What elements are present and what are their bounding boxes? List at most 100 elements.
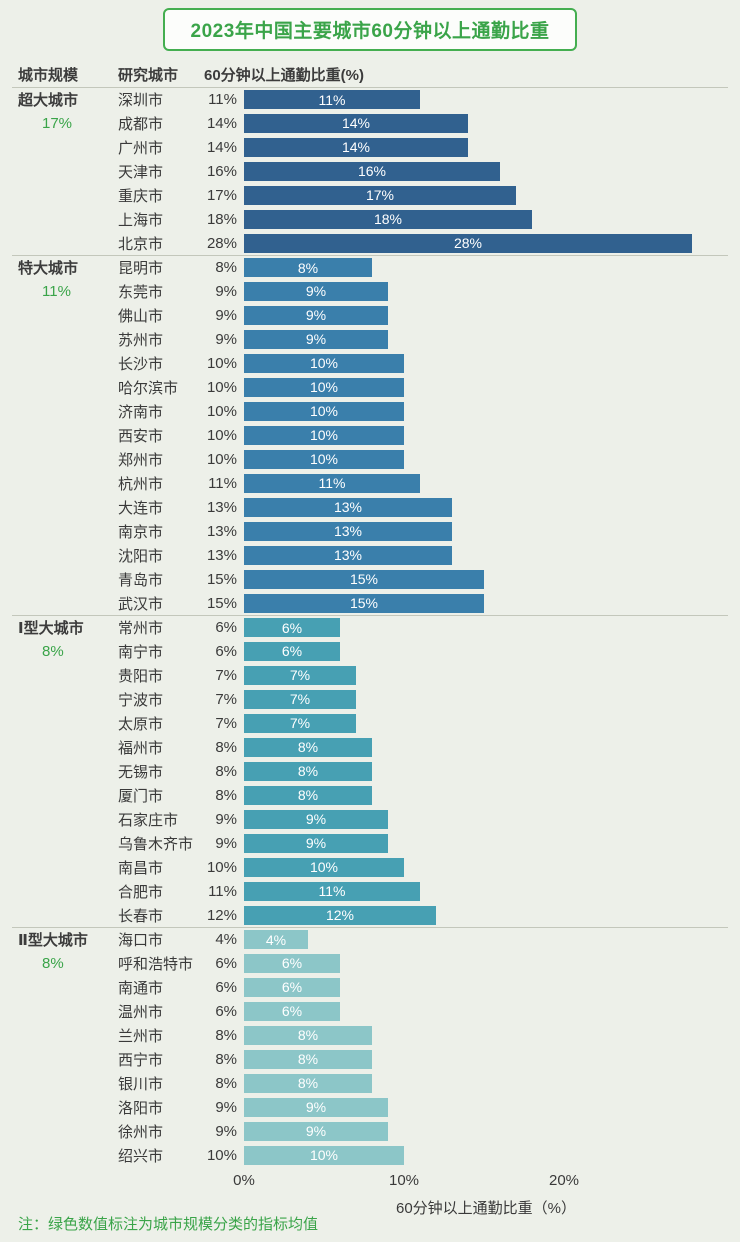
city-value: 4%	[215, 931, 237, 948]
chart-row: 太原市 7% 7%	[12, 711, 728, 735]
bar: 13%	[244, 497, 452, 517]
bar: 10%	[244, 353, 404, 373]
chart-row: 8% 南宁市 6% 6%	[12, 639, 728, 663]
x-axis-tick: 0%	[233, 1172, 255, 1189]
x-axis-tick: 10%	[388, 1172, 420, 1189]
bar: 6%	[244, 977, 340, 997]
bar-track: 11%	[244, 90, 728, 109]
bar: 8%	[244, 1049, 372, 1069]
city-value: 8%	[215, 259, 237, 276]
chart-row: 苏州市 9% 9%	[12, 327, 728, 351]
chart-row: 西宁市 8% 8%	[12, 1047, 728, 1071]
city-value: 15%	[206, 594, 237, 612]
city-name: 宁波市	[118, 691, 164, 709]
bar-track: 10%	[244, 401, 728, 421]
bar: 9%	[244, 833, 388, 853]
bar-value-label: 17%	[365, 187, 395, 203]
bar-value-label: 15%	[349, 595, 379, 611]
city-name: 天津市	[118, 163, 164, 181]
chart-row: 绍兴市 10% 10%	[12, 1143, 728, 1167]
bar: 8%	[244, 258, 372, 277]
bar: 9%	[244, 1121, 388, 1141]
city-value: 6%	[215, 642, 237, 660]
bar: 8%	[244, 737, 372, 757]
bar-track: 6%	[244, 1001, 728, 1021]
city-name: 成都市	[118, 115, 164, 133]
city-value: 10%	[206, 1146, 237, 1164]
group-scale-label: 特大城市	[18, 260, 79, 277]
bar: 10%	[244, 449, 404, 469]
bar: 8%	[244, 1025, 372, 1045]
bar-value-label: 9%	[305, 835, 327, 851]
bar-value-label: 4%	[265, 931, 287, 948]
city-value: 10%	[206, 426, 237, 444]
bar-value-label: 7%	[289, 667, 311, 683]
city-value: 15%	[206, 570, 237, 588]
city-value: 13%	[206, 546, 237, 564]
bar-value-label: 9%	[305, 1099, 327, 1115]
bar: 13%	[244, 521, 452, 541]
city-value: 11%	[208, 474, 237, 492]
city-name: 长沙市	[118, 355, 164, 373]
bar-track: 8%	[244, 737, 728, 757]
bar-track: 9%	[244, 281, 728, 301]
bar-track: 6%	[244, 953, 728, 973]
city-value: 11%	[208, 91, 237, 108]
city-name: 绍兴市	[118, 1147, 164, 1165]
city-value: 9%	[215, 1122, 237, 1140]
bar: 6%	[244, 641, 340, 661]
city-name: 徐州市	[118, 1123, 164, 1141]
bar-track: 10%	[244, 1145, 728, 1165]
bar: 18%	[244, 209, 532, 229]
group-scale-label: Ⅰ型大城市	[18, 620, 84, 637]
city-value: 10%	[206, 354, 237, 372]
bar: 7%	[244, 665, 356, 685]
header-research-city: 研究城市	[118, 66, 179, 84]
bar: 9%	[244, 809, 388, 829]
bar-value-label: 10%	[309, 859, 339, 875]
bar-value-label: 8%	[297, 1051, 319, 1067]
bar-value-label: 9%	[305, 811, 327, 827]
bar-value-label: 9%	[305, 331, 327, 347]
bar: 14%	[244, 137, 468, 157]
bar-value-label: 10%	[309, 427, 339, 443]
city-name: 太原市	[118, 715, 164, 733]
city-name: 银川市	[118, 1075, 164, 1093]
bar-value-label: 10%	[309, 355, 339, 371]
bar-track: 15%	[244, 593, 728, 613]
city-name: 深圳市	[118, 92, 164, 109]
city-name: 福州市	[118, 739, 164, 757]
bar-track: 8%	[244, 785, 728, 805]
city-value: 13%	[206, 498, 237, 516]
bar: 8%	[244, 1073, 372, 1093]
bar: 8%	[244, 785, 372, 805]
bar-value-label: 6%	[281, 619, 303, 636]
chart-row: Ⅰ型大城市 常州市 6% 6%	[12, 615, 728, 639]
bar: 14%	[244, 113, 468, 133]
city-value: 6%	[215, 619, 237, 636]
city-name: 郑州市	[118, 451, 164, 469]
chart-row: 17% 成都市 14% 14%	[12, 111, 728, 135]
city-name: 温州市	[118, 1003, 164, 1021]
chart-row: 武汉市 15% 15%	[12, 591, 728, 615]
city-name: 沈阳市	[118, 547, 164, 565]
bar: 6%	[244, 1001, 340, 1021]
chart-row: 南京市 13% 13%	[12, 519, 728, 543]
city-name: 洛阳市	[118, 1099, 164, 1117]
city-value: 8%	[215, 1050, 237, 1068]
bar-track: 9%	[244, 1097, 728, 1117]
city-value: 9%	[215, 282, 237, 300]
bar-value-label: 28%	[453, 235, 483, 251]
bar-value-label: 10%	[309, 1147, 339, 1163]
bar-value-label: 10%	[309, 451, 339, 467]
city-value: 8%	[215, 1074, 237, 1092]
chart-row: 石家庄市 9% 9%	[12, 807, 728, 831]
chart-row: 无锡市 8% 8%	[12, 759, 728, 783]
bar-value-label: 13%	[333, 523, 363, 539]
chart-row: 徐州市 9% 9%	[12, 1119, 728, 1143]
bar: 8%	[244, 761, 372, 781]
bar-track: 6%	[244, 977, 728, 997]
bar: 9%	[244, 305, 388, 325]
chart-row: 乌鲁木齐市 9% 9%	[12, 831, 728, 855]
chart-row: Ⅱ型大城市 海口市 4% 4%	[12, 927, 728, 951]
